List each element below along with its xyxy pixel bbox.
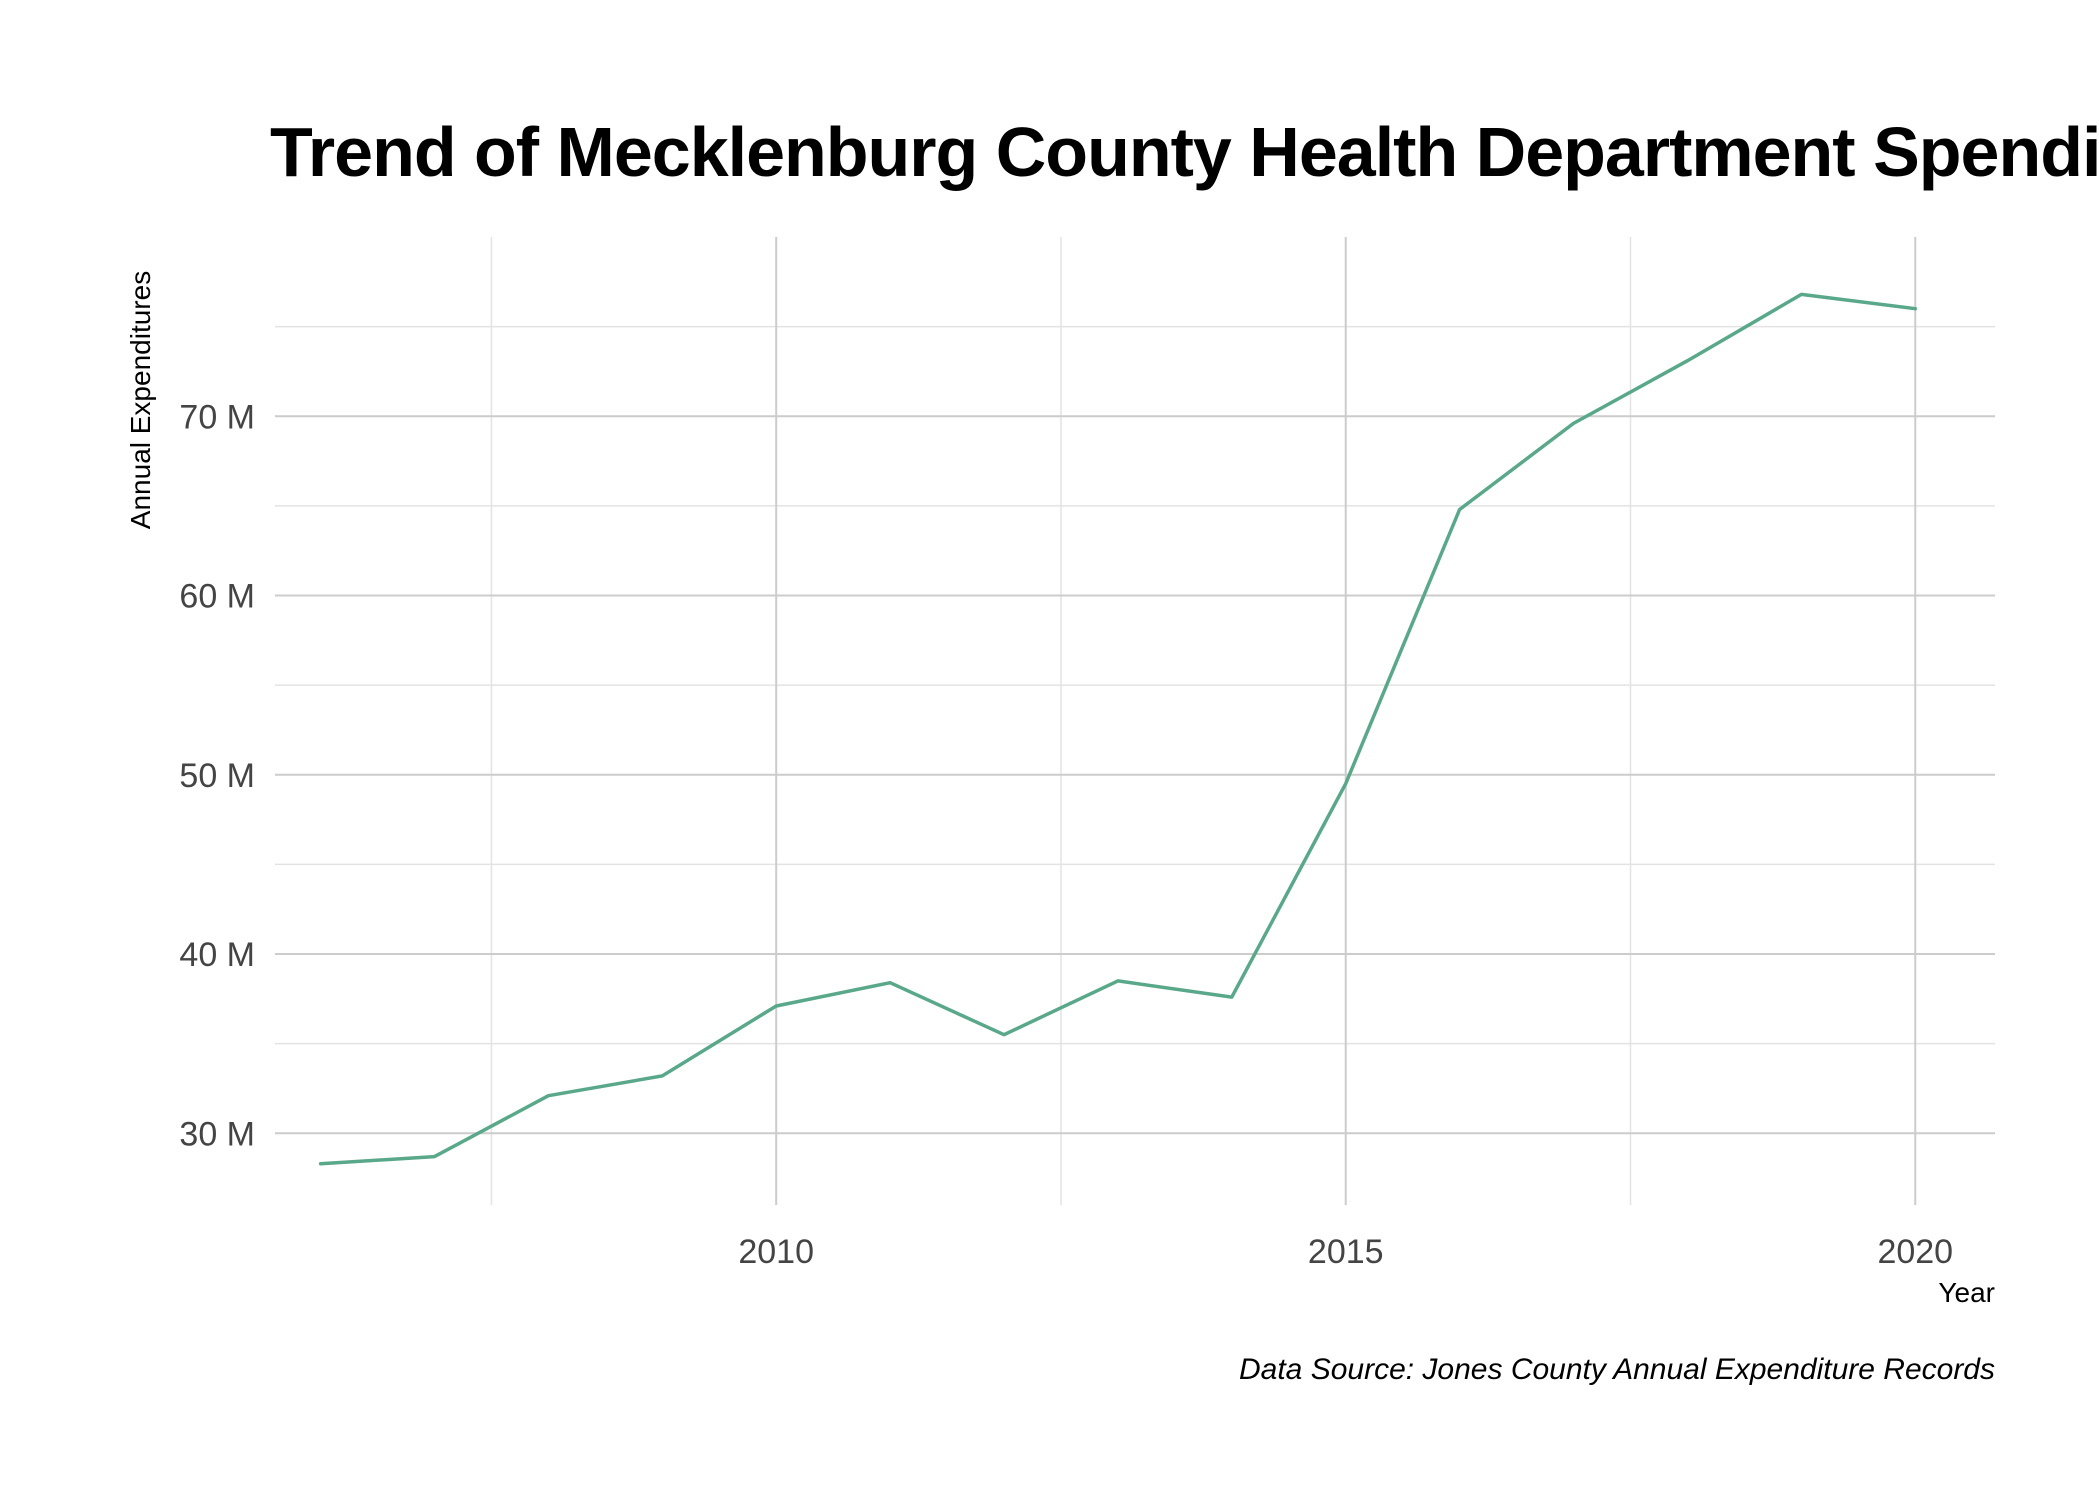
x-tick-label: 2020 bbox=[1877, 1233, 1953, 1271]
x-tick-label: 2015 bbox=[1308, 1233, 1384, 1271]
x-axis-title: Year bbox=[1938, 1277, 1995, 1308]
y-tick-label: 60 M bbox=[179, 578, 255, 616]
x-axis-tick-labels: 2010 2015 2020 bbox=[738, 1233, 1953, 1271]
major-gridlines bbox=[275, 237, 1995, 1205]
y-tick-label: 30 M bbox=[179, 1115, 255, 1153]
data-source-caption: Data Source: Jones County Annual Expendi… bbox=[1239, 1353, 1995, 1386]
y-tick-label: 50 M bbox=[179, 757, 255, 795]
series-lines bbox=[318, 292, 1918, 1166]
y-tick-label: 40 M bbox=[179, 936, 255, 974]
y-tick-label: 70 M bbox=[179, 398, 255, 436]
y-axis-tick-labels: 30 M 40 M 50 M 60 M 70 M bbox=[179, 398, 255, 1153]
x-tick-label: 2010 bbox=[738, 1233, 814, 1271]
y-axis-title: Annual Expenditures bbox=[125, 271, 156, 529]
minor-gridlines bbox=[275, 237, 1995, 1205]
series-line bbox=[318, 292, 1918, 1166]
chart-title: Trend of Mecklenburg County Health Depar… bbox=[270, 113, 2099, 191]
